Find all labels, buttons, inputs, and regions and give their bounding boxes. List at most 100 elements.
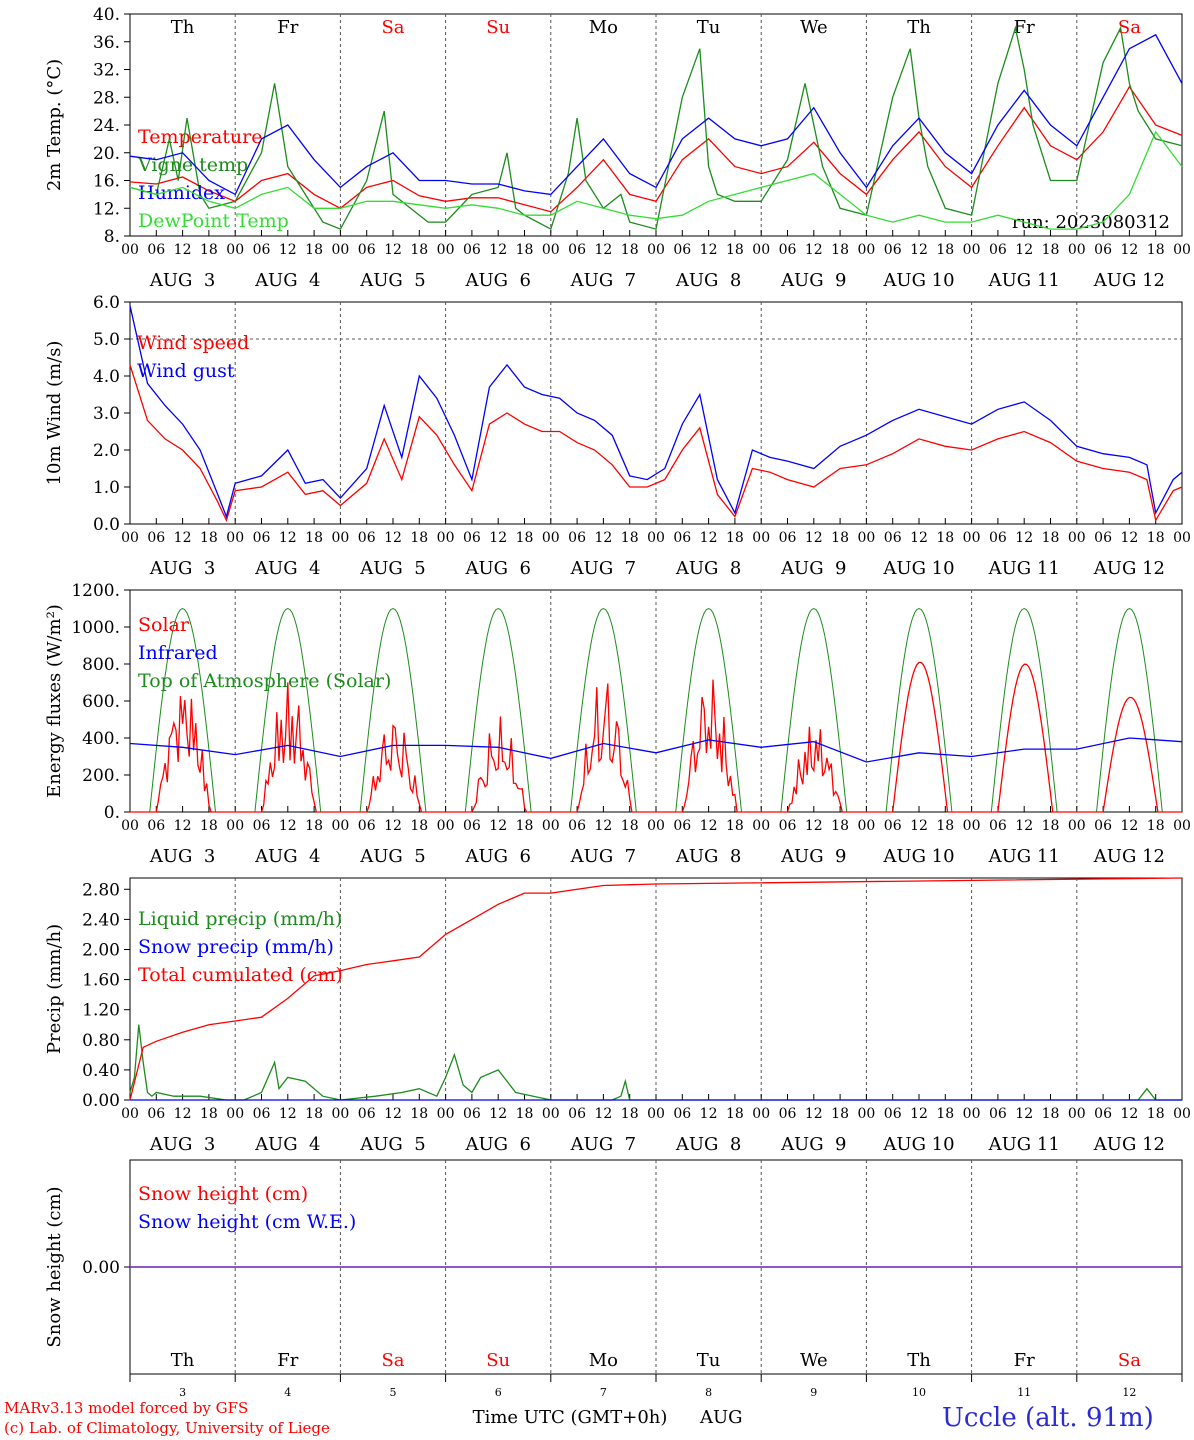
- weekday-label: Fr: [277, 17, 298, 38]
- x-axis-title: Time UTC (GMT+0h): [473, 1407, 668, 1428]
- y-tick-label: 24.: [93, 116, 120, 136]
- y-tick-label: 1.60: [82, 971, 120, 991]
- x-date-label: AUG 12: [1093, 558, 1165, 579]
- x-tick-label: 06: [1094, 818, 1112, 834]
- series-line: [129, 737, 1183, 763]
- x-tick-label: 18: [410, 1106, 428, 1122]
- y-tick-label: 0.00: [82, 1091, 120, 1111]
- x-day-number: 11: [1017, 1386, 1031, 1399]
- x-tick-label: 00: [647, 242, 665, 258]
- x-tick-label: 18: [831, 530, 849, 546]
- x-date-label: AUG 6: [464, 558, 530, 579]
- x-tick-label: 00: [647, 818, 665, 834]
- x-tick-label: 18: [516, 242, 534, 258]
- x-tick-label: 06: [147, 242, 165, 258]
- y-tick-label: 0.: [104, 803, 120, 823]
- x-date-label: AUG 9: [780, 558, 846, 579]
- series-line: [129, 25, 1183, 231]
- x-tick-label: 06: [884, 242, 902, 258]
- x-tick-label: 18: [1147, 530, 1165, 546]
- x-date-label: AUG 12: [1093, 1134, 1165, 1155]
- x-day-number: 5: [390, 1386, 397, 1399]
- x-date-label: AUG 7: [570, 270, 636, 291]
- legend-entry: Wind gust: [137, 360, 235, 382]
- x-axis-month: AUG: [699, 1407, 743, 1428]
- y-tick-label: 5.0: [93, 330, 120, 350]
- x-date-label: AUG 9: [780, 1134, 846, 1155]
- x-day-number: 12: [1122, 1386, 1136, 1399]
- x-tick-label: 06: [568, 530, 586, 546]
- x-tick-label: 00: [437, 1106, 455, 1122]
- x-tick-label: 06: [673, 530, 691, 546]
- weekday-label: Fr: [1014, 1350, 1035, 1371]
- credit-lab: (c) Lab. of Climatology, University of L…: [4, 1419, 330, 1437]
- y-tick-label: 2.40: [82, 910, 120, 930]
- x-tick-label: 18: [305, 818, 323, 834]
- x-tick-label: 00: [331, 242, 349, 258]
- x-tick-label: 00: [1068, 1106, 1086, 1122]
- x-tick-label: 12: [1120, 1106, 1138, 1122]
- x-tick-label: 00: [437, 530, 455, 546]
- x-tick-label: 18: [410, 242, 428, 258]
- y-tick-label: 600.: [82, 692, 120, 712]
- x-tick-label: 12: [384, 1106, 402, 1122]
- x-tick-label: 18: [516, 1106, 534, 1122]
- x-tick-label: 00: [963, 1106, 981, 1122]
- y-tick-label: 200.: [82, 766, 120, 786]
- x-date-label: AUG 4: [254, 270, 320, 291]
- x-tick-label: 12: [1120, 242, 1138, 258]
- x-tick-label: 00: [963, 818, 981, 834]
- x-tick-label: 00: [752, 530, 770, 546]
- x-date-label: AUG 11: [988, 1134, 1060, 1155]
- weekday-label: Sa: [1118, 1350, 1141, 1371]
- x-date-label: AUG 7: [570, 1134, 636, 1155]
- y-tick-label: 800.: [82, 655, 120, 675]
- x-tick-label: 00: [1173, 530, 1191, 546]
- weekday-label: Sa: [381, 17, 404, 38]
- x-date-label: AUG 5: [359, 1134, 425, 1155]
- x-tick-label: 12: [1120, 818, 1138, 834]
- x-tick-label: 18: [200, 242, 218, 258]
- x-tick-label: 12: [174, 530, 192, 546]
- x-date-label: AUG 4: [254, 1134, 320, 1155]
- y-tick-label: 12.: [93, 199, 120, 219]
- x-tick-label: 00: [121, 818, 139, 834]
- x-tick-label: 06: [779, 818, 797, 834]
- x-tick-label: 00: [437, 242, 455, 258]
- x-tick-label: 00: [542, 818, 560, 834]
- x-tick-label: 06: [568, 242, 586, 258]
- x-tick-label: 12: [594, 530, 612, 546]
- legend-entry: Wind speed: [137, 332, 249, 354]
- weekday-label: Mo: [589, 1350, 618, 1371]
- x-date-label: AUG 6: [464, 270, 530, 291]
- x-tick-label: 18: [621, 530, 639, 546]
- x-tick-label: 12: [384, 242, 402, 258]
- x-tick-label: 06: [989, 818, 1007, 834]
- x-tick-label: 18: [516, 818, 534, 834]
- x-tick-label: 06: [147, 818, 165, 834]
- x-tick-label: 12: [594, 1106, 612, 1122]
- x-tick-label: 00: [647, 1106, 665, 1122]
- legend-entry: Solar: [138, 614, 190, 636]
- y-axis-label: 2m Temp. (°C): [44, 59, 65, 191]
- x-tick-label: 00: [331, 818, 349, 834]
- x-tick-label: 12: [1015, 818, 1033, 834]
- x-tick-label: 12: [910, 1106, 928, 1122]
- x-tick-label: 12: [489, 242, 507, 258]
- y-tick-label: 0.00: [82, 1258, 120, 1278]
- x-tick-label: 12: [279, 818, 297, 834]
- x-date-label: AUG 11: [988, 558, 1060, 579]
- x-tick-label: 18: [305, 242, 323, 258]
- credit-model: MARv3.13 model forced by GFS: [4, 1399, 249, 1417]
- x-tick-label: 12: [489, 1106, 507, 1122]
- x-tick-label: 18: [1042, 818, 1060, 834]
- weekday-label: We: [800, 1350, 828, 1371]
- x-tick-label: 00: [1068, 818, 1086, 834]
- x-date-label: AUG 7: [570, 558, 636, 579]
- x-date-label: AUG 10: [882, 270, 954, 291]
- series-line: [129, 33, 1183, 196]
- legend-entry: Temperature: [138, 126, 262, 148]
- x-tick-label: 06: [1094, 1106, 1112, 1122]
- y-tick-label: 1.20: [82, 1001, 120, 1021]
- y-tick-label: 2.0: [93, 441, 120, 461]
